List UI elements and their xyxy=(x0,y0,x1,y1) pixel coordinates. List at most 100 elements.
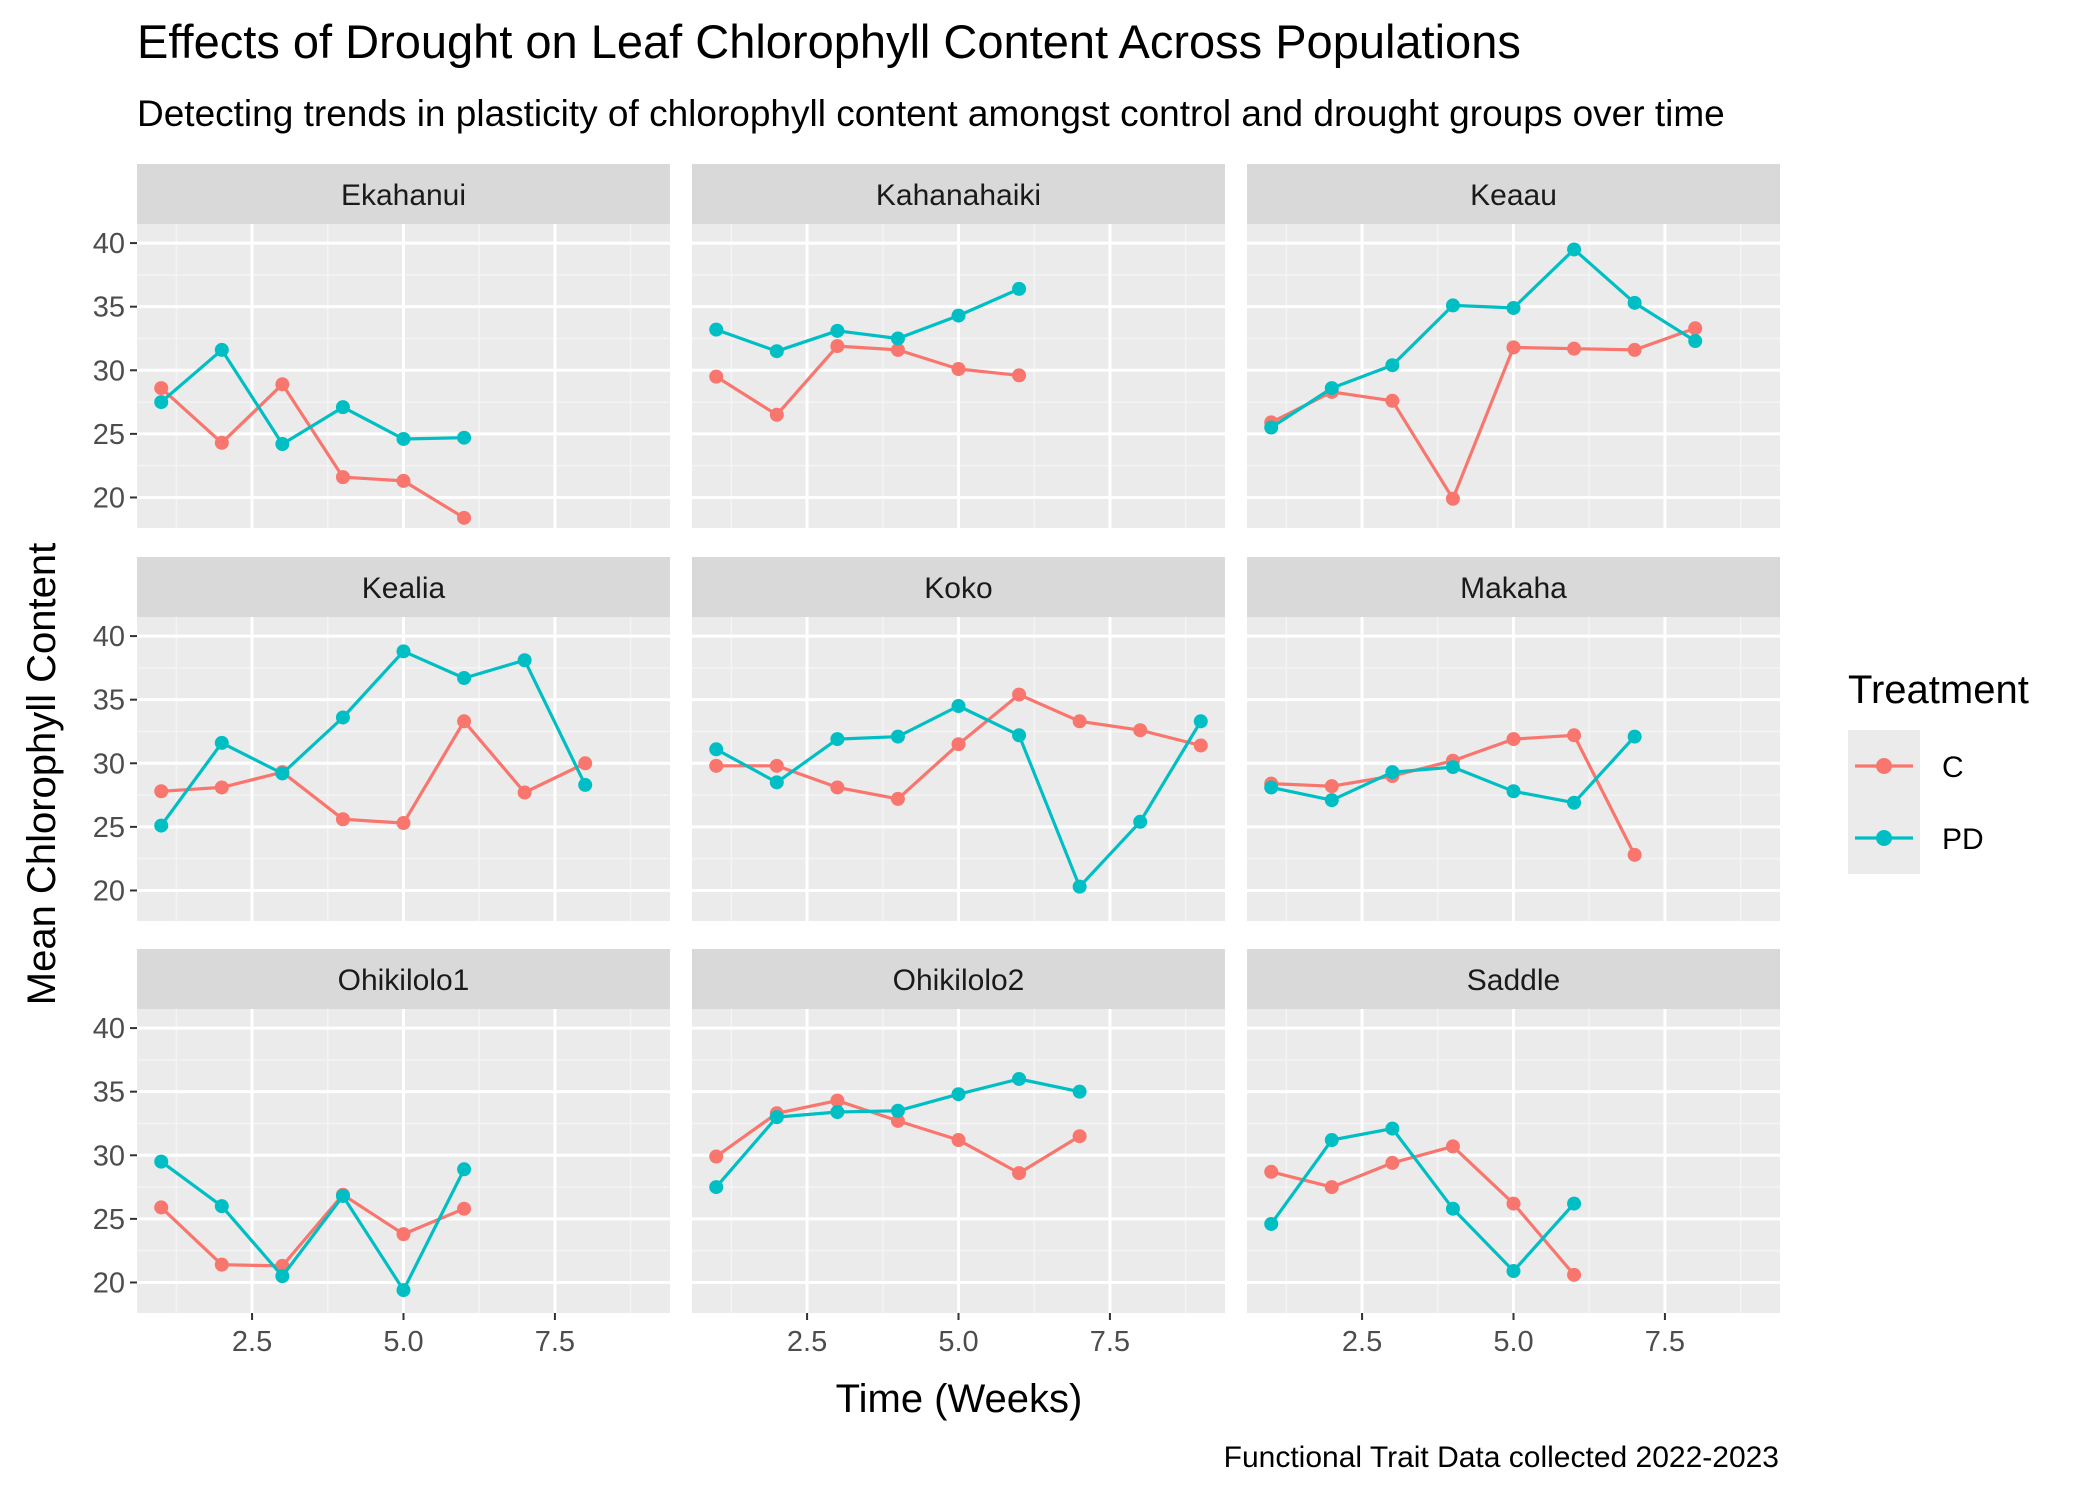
strip-ohikilolo2 xyxy=(692,949,1225,1009)
data-point-koko-c xyxy=(830,780,845,795)
data-point-ohikilolo2-pd xyxy=(890,1103,905,1118)
data-point-koko-pd xyxy=(1193,714,1208,729)
data-point-koko-c xyxy=(1072,714,1087,729)
data-point-saddle-c xyxy=(1445,1139,1460,1154)
data-point-koko-pd xyxy=(830,732,845,747)
y-tick-label: 20 xyxy=(93,875,125,907)
y-tick-label: 25 xyxy=(93,1204,125,1236)
data-point-saddle-c xyxy=(1567,1267,1582,1282)
y-tick-label: 25 xyxy=(93,419,125,451)
data-point-keaau-c xyxy=(1567,341,1582,356)
data-point-makaha-pd xyxy=(1324,793,1339,808)
data-point-makaha-pd xyxy=(1445,760,1460,775)
data-point-makaha-pd xyxy=(1567,795,1582,810)
data-point-koko-pd xyxy=(709,742,724,757)
data-point-kealia-pd xyxy=(396,644,411,659)
data-point-kahanahaiki-pd xyxy=(830,323,845,338)
data-point-ekahanui-pd xyxy=(335,400,350,415)
series-line-keaau-c xyxy=(1270,326,1696,501)
data-point-kahanahaiki-c xyxy=(951,362,966,377)
strip-label-koko: Koko xyxy=(924,572,992,605)
strip-ekahanui xyxy=(137,164,670,224)
legend-key-point-c xyxy=(1876,758,1892,774)
data-point-makaha-pd xyxy=(1506,784,1521,799)
y-tick-label: 35 xyxy=(93,685,125,717)
data-point-koko-c xyxy=(890,791,905,806)
data-point-ohikilolo1-c xyxy=(396,1227,411,1242)
data-point-ohikilolo2-pd xyxy=(1072,1084,1087,1099)
data-point-ohikilolo2-pd xyxy=(1012,1071,1027,1086)
data-point-keaau-pd xyxy=(1567,242,1582,257)
data-point-saddle-pd xyxy=(1385,1121,1400,1136)
data-point-ohikilolo1-c xyxy=(214,1257,229,1272)
data-point-ekahanui-c xyxy=(214,435,229,450)
data-point-koko-pd xyxy=(1012,728,1027,743)
data-point-kealia-pd xyxy=(457,671,472,686)
data-point-ekahanui-pd xyxy=(457,430,472,445)
x-tick-label: 2.5 xyxy=(232,1326,272,1358)
data-point-ohikilolo2-c xyxy=(830,1093,845,1108)
strip-kahanahaiki xyxy=(692,164,1225,224)
data-point-saddle-pd xyxy=(1506,1264,1521,1279)
facet-kahanahaiki: Kahanahaiki xyxy=(692,164,1225,528)
data-point-kahanahaiki-c xyxy=(830,339,845,354)
data-point-kahanahaiki-pd xyxy=(890,331,905,346)
data-point-kealia-pd xyxy=(154,818,169,833)
data-point-ohikilolo1-pd xyxy=(457,1162,472,1177)
series-line-keaau-pd xyxy=(1270,247,1697,429)
data-point-ohikilolo2-c xyxy=(1012,1166,1027,1181)
legend-label-pd: PD xyxy=(1942,823,1984,856)
strip-label-ohikilolo1: Ohikilolo1 xyxy=(338,964,470,997)
strip-label-ekahanui: Ekahanui xyxy=(341,179,466,212)
data-point-keaau-pd xyxy=(1688,334,1703,349)
data-point-saddle-c xyxy=(1264,1164,1279,1179)
data-point-ohikilolo2-c xyxy=(951,1133,966,1148)
data-point-koko-c xyxy=(951,737,966,752)
data-point-ohikilolo1-c xyxy=(154,1200,169,1215)
facet-koko: Koko xyxy=(692,557,1225,921)
data-point-makaha-c xyxy=(1506,732,1521,747)
data-point-keaau-pd xyxy=(1627,295,1642,310)
facet-ohikilolo2: Ohikilolo2 xyxy=(692,949,1225,1313)
data-point-saddle-pd xyxy=(1324,1133,1339,1148)
strip-ohikilolo1 xyxy=(137,949,670,1009)
series-line-ohikilolo1-pd xyxy=(160,1160,466,1292)
data-point-ohikilolo2-pd xyxy=(709,1180,724,1195)
y-tick-label: 30 xyxy=(93,1140,125,1172)
x-tick-label: 7.5 xyxy=(1090,1326,1130,1358)
legend-title: Treatment xyxy=(1848,668,2029,712)
data-point-ekahanui-c xyxy=(275,377,290,392)
data-point-ekahanui-pd xyxy=(154,395,169,410)
data-point-kahanahaiki-c xyxy=(709,369,724,384)
data-point-saddle-c xyxy=(1385,1155,1400,1170)
legend-key-point-pd xyxy=(1876,830,1892,846)
facet-kealia: Kealia xyxy=(137,557,670,921)
data-point-keaau-c xyxy=(1506,340,1521,355)
data-point-makaha-pd xyxy=(1385,765,1400,780)
data-point-keaau-c xyxy=(1627,342,1642,357)
legend-label-c: C xyxy=(1942,751,1964,784)
facet-ekahanui: Ekahanui xyxy=(137,164,670,528)
data-point-ohikilolo2-c xyxy=(890,1113,905,1128)
x-tick-label: 2.5 xyxy=(1342,1326,1382,1358)
y-tick-label: 40 xyxy=(93,1013,125,1045)
data-point-kealia-c xyxy=(457,714,472,729)
data-point-kealia-c xyxy=(335,812,350,827)
y-tick-label: 20 xyxy=(93,482,125,514)
data-point-kealia-c xyxy=(214,780,229,795)
data-point-kealia-pd xyxy=(335,710,350,725)
chart-title: Effects of Drought on Leaf Chlorophyll C… xyxy=(137,15,1521,68)
data-point-kahanahaiki-pd xyxy=(709,322,724,337)
data-point-makaha-pd xyxy=(1627,729,1642,744)
y-tick-label: 35 xyxy=(93,292,125,324)
data-point-ohikilolo2-c xyxy=(709,1149,724,1164)
data-point-ohikilolo1-c xyxy=(457,1201,472,1216)
y-axis-label: Mean Chlorophyll Content xyxy=(20,543,64,1005)
strip-kealia xyxy=(137,557,670,617)
data-point-kahanahaiki-pd xyxy=(1012,281,1027,296)
data-point-keaau-c xyxy=(1445,491,1460,506)
data-point-koko-pd xyxy=(1133,814,1148,829)
data-point-kealia-pd xyxy=(214,735,229,750)
data-point-ohikilolo2-pd xyxy=(951,1087,966,1102)
